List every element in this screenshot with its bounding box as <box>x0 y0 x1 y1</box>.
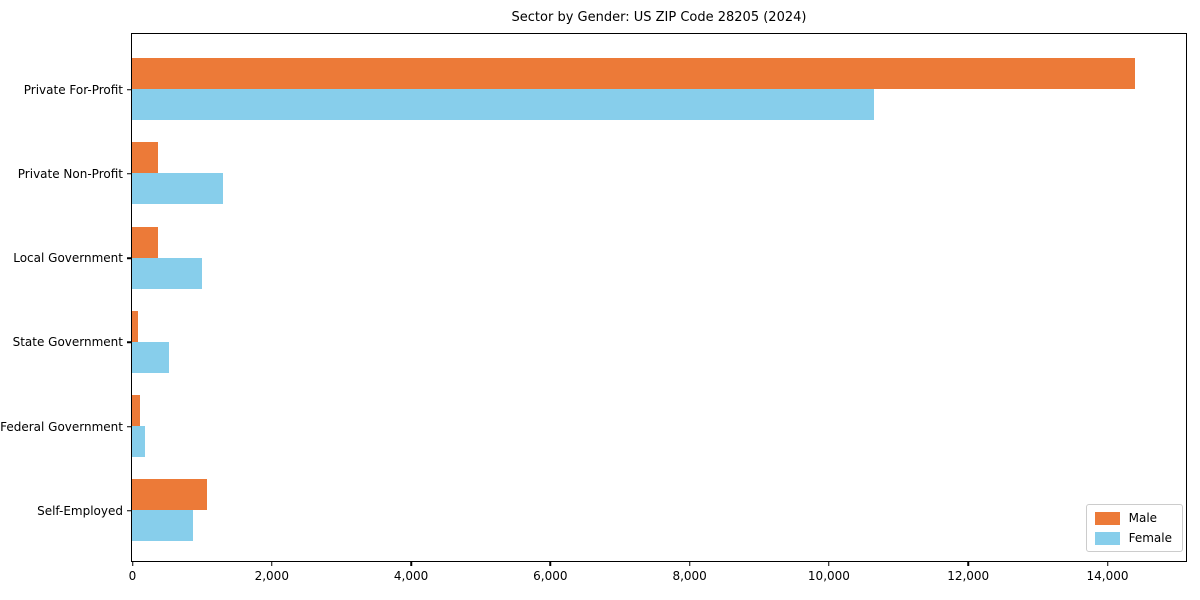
legend-label: Male <box>1128 511 1158 525</box>
x-tick-mark <box>688 562 691 566</box>
y-tick-mark <box>127 88 131 91</box>
legend: Male Female <box>1085 504 1183 552</box>
bar-male-private-for-profit <box>132 58 1135 89</box>
legend-swatch-female <box>1094 531 1120 545</box>
bar-female-self-employed <box>132 510 194 542</box>
y-tick-mark <box>127 257 131 259</box>
plot-area: Male Female <box>131 33 1187 562</box>
y-tick-label: Self-Employed <box>37 503 123 518</box>
bar-female-private-for-profit <box>132 89 874 120</box>
x-tick-mark <box>828 562 830 566</box>
legend-item-male: Male <box>1094 511 1172 525</box>
legend-item-female: Female <box>1094 531 1172 545</box>
y-tick-mark <box>127 341 131 343</box>
bar-male-self-employed <box>132 479 207 511</box>
y-tick-label: Federal Government <box>0 419 123 434</box>
y-tick-label: Private Non-Profit <box>17 166 123 181</box>
bar-male-state-government <box>132 310 139 342</box>
x-tick-mark <box>967 562 969 566</box>
bar-male-local-government <box>132 226 158 258</box>
bar-male-federal-government <box>132 395 140 426</box>
bar-female-local-government <box>132 257 202 289</box>
x-tick-label: 14,000 <box>1086 569 1129 583</box>
x-tick-label: 8,000 <box>672 569 707 583</box>
x-tick-label: 2,000 <box>254 569 289 583</box>
y-tick-label: Local Government <box>13 251 123 265</box>
x-tick-label: 6,000 <box>533 569 568 583</box>
x-tick-mark <box>271 562 273 566</box>
x-tick-mark <box>549 562 552 566</box>
x-tick-label: 4,000 <box>393 569 429 583</box>
x-tick-label: 10,000 <box>807 569 850 583</box>
x-tick-label: 12,000 <box>947 569 990 583</box>
y-tick-mark <box>127 173 131 175</box>
x-tick-label: 0 <box>128 569 137 583</box>
bar-female-state-government <box>132 341 169 373</box>
bar-female-private-non-profit <box>132 173 223 205</box>
y-tick-label: Private For-Profit <box>23 82 123 97</box>
x-tick-mark <box>410 562 412 566</box>
x-tick-mark <box>1106 562 1109 566</box>
y-tick-mark <box>127 425 131 428</box>
legend-label: Female <box>1128 531 1172 545</box>
chart-title: Sector by Gender: US ZIP Code 28205 (202… <box>511 10 807 25</box>
bar-male-private-non-profit <box>132 142 159 174</box>
legend-swatch-male <box>1094 511 1120 525</box>
y-tick-label: State Government <box>12 335 123 350</box>
x-tick-mark <box>131 562 134 566</box>
bar-female-federal-government <box>132 426 145 457</box>
y-tick-mark <box>127 510 131 512</box>
